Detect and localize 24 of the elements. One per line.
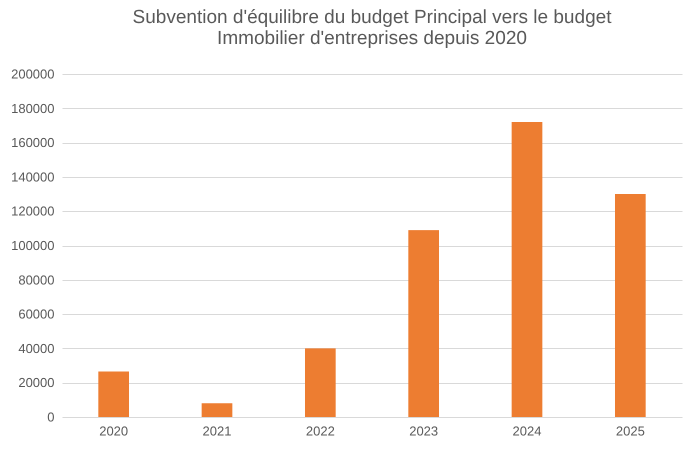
x-tick-label: 2021 [202,424,232,438]
y-tick-label: 20000 [18,375,54,390]
y-tick-label: 200000 [11,66,54,82]
bar [512,122,542,417]
y-tick-label: 40000 [18,340,54,356]
bar [614,194,646,417]
y-tick-label: 80000 [18,272,54,288]
y-tick-label: 100000 [11,238,54,253]
bar [408,230,440,417]
y-tick-label: 180000 [11,100,54,116]
y-tick-label: 140000 [11,169,54,184]
bar [98,372,130,417]
y-tick-label: 60000 [18,306,54,322]
bar [202,403,232,417]
x-tick-label: 2020 [99,424,128,438]
x-tick-label: 2023 [409,424,438,438]
bar [304,348,336,417]
x-tick-label: 2022 [306,424,335,438]
y-tick-label: 0 [47,410,54,424]
x-tick-label: 2025 [616,424,645,438]
chart-title: Subvention d'équilibre du budget Principal vers le budget Immobilier d'entreprises depuis 2020 [132,7,612,49]
y-tick-label: 120000 [11,204,54,219]
x-tick-label: 2024 [512,424,542,438]
y-tick-label: 160000 [11,135,54,150]
